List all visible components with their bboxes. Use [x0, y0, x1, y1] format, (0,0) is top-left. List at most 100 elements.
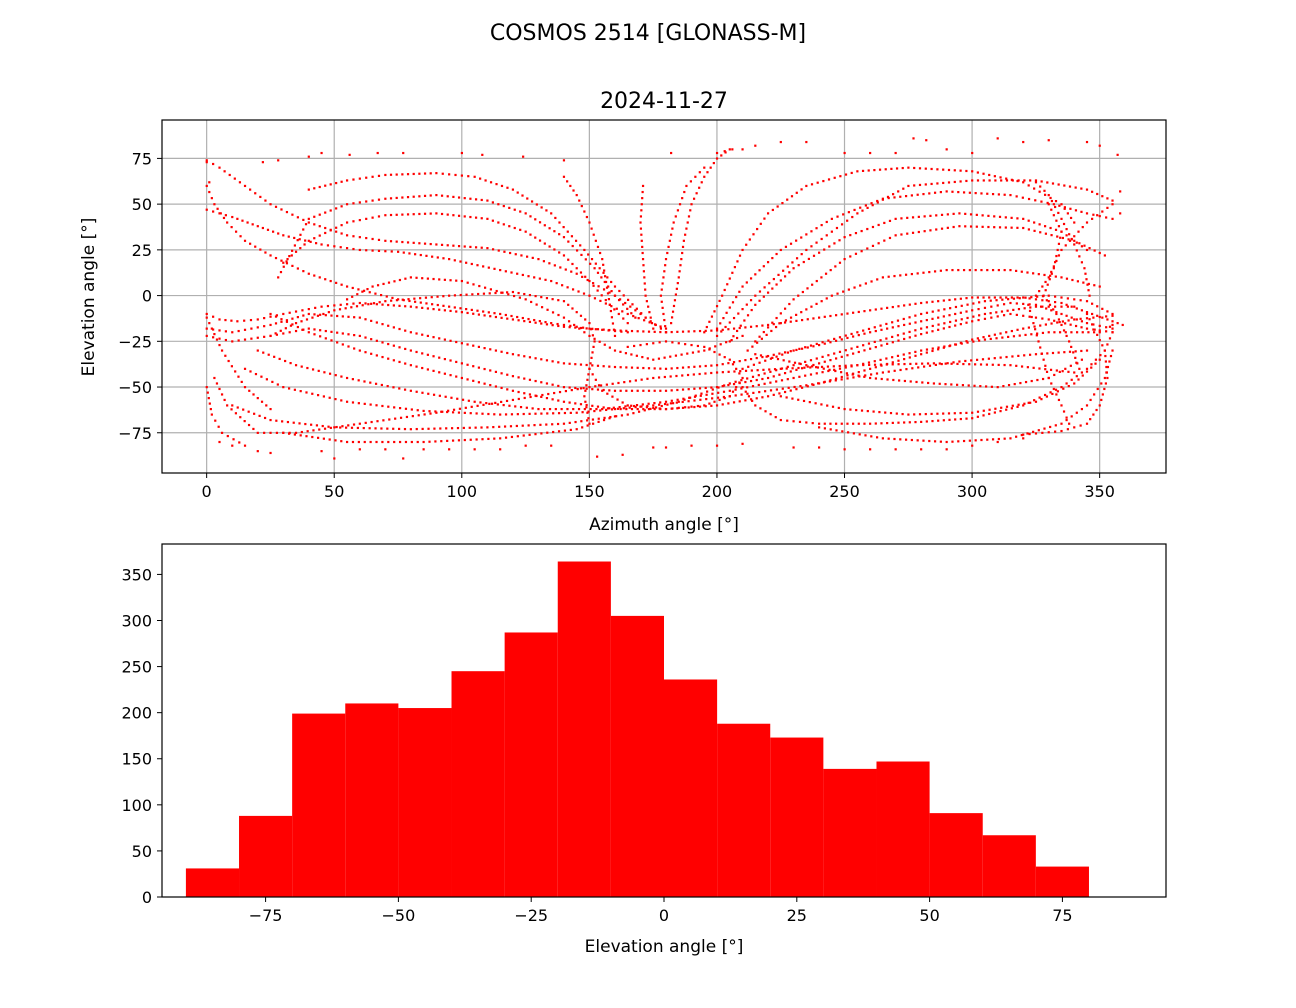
scatter-point: [238, 181, 242, 184]
scatter-point: [1003, 363, 1006, 367]
scatter-point: [436, 256, 439, 259]
scatter-point: [867, 327, 871, 331]
scatter-point: [843, 448, 846, 451]
scatter-point: [591, 334, 594, 337]
scatter-point: [1060, 230, 1063, 233]
scatter-point: [684, 406, 687, 409]
scatter-point: [959, 180, 962, 183]
scatter-point: [652, 327, 655, 330]
scatter-point: [1058, 331, 1062, 334]
scatter-point: [454, 173, 457, 177]
scatter-point: [879, 339, 882, 342]
scatter-point: [415, 332, 418, 335]
scatter-point: [833, 352, 836, 355]
scatter-point: [392, 427, 395, 430]
scatter-point: [1022, 296, 1025, 299]
scatter-point: [324, 314, 327, 317]
scatter-point: [721, 403, 724, 406]
scatter-point: [812, 363, 815, 367]
scatter-point: [305, 391, 308, 394]
scatter-point: [1046, 201, 1049, 205]
scatter-point: [495, 183, 498, 186]
scatter-point: [323, 427, 327, 430]
scatter-point: [499, 437, 502, 440]
scatter-point: [528, 378, 532, 381]
scatter-point: [1012, 297, 1016, 300]
scatter-point: [783, 321, 787, 324]
scatter-point: [698, 372, 701, 376]
scatter-point: [569, 428, 572, 432]
scatter-point: [274, 332, 277, 335]
scatter-point: [1028, 309, 1032, 313]
scatter-point: [562, 175, 566, 178]
scatter-point: [677, 400, 680, 403]
scatter-point: [463, 215, 466, 218]
scatter-point: [792, 298, 795, 301]
scatter-point: [1080, 407, 1084, 411]
scatter-point: [1009, 437, 1012, 440]
scatter-point: [404, 347, 407, 351]
scatter-point: [1005, 179, 1009, 182]
scatter-point: [807, 257, 810, 261]
scatter-point: [988, 179, 991, 182]
scatter-point: [642, 407, 645, 411]
scatter-point: [897, 363, 900, 366]
scatter-point: [916, 439, 919, 442]
scatter-point: [1023, 354, 1026, 357]
scatter-point: [307, 221, 310, 224]
scatter-point: [670, 399, 673, 402]
scatter-point: [606, 392, 609, 395]
scatter-point: [728, 382, 731, 385]
scatter-point: [1103, 254, 1106, 257]
scatter-point: [797, 366, 800, 370]
scatter-point: [774, 416, 777, 419]
scatter-point: [946, 213, 949, 216]
scatter-point: [993, 357, 996, 360]
scatter-point: [723, 397, 726, 400]
scatter-point: [1088, 247, 1091, 250]
scatter-point: [345, 234, 349, 237]
scatter-point: [903, 323, 906, 327]
scatter-point: [920, 420, 923, 423]
scatter-point: [545, 209, 548, 212]
scatter-point: [292, 421, 295, 424]
scatter-point: [210, 327, 213, 330]
scatter-point: [213, 376, 216, 380]
scatter-point: [1034, 181, 1038, 184]
scatter-point: [1038, 396, 1041, 399]
scatter-point: [853, 286, 856, 289]
scatter-point: [508, 225, 511, 228]
scatter-point: [926, 362, 930, 365]
scatter-point: [497, 249, 500, 252]
scatter-point: [717, 386, 720, 389]
scatter-point: [562, 362, 566, 365]
scatter-point: [823, 315, 826, 318]
scatter-point: [718, 398, 721, 402]
scatter-point: [213, 332, 216, 336]
scatter-point: [877, 242, 880, 245]
scatter-point: [213, 203, 216, 206]
scatter-point: [681, 388, 685, 391]
scatter-point: [745, 303, 748, 306]
scatter-point: [1060, 404, 1063, 407]
scatter-point: [551, 383, 554, 386]
scatter-point: [489, 288, 492, 291]
scatter-point: [681, 400, 684, 404]
scatter-point: [806, 365, 809, 368]
scatter-point: [562, 300, 566, 303]
scatter-point: [304, 422, 307, 426]
scatter-point: [583, 331, 586, 334]
scatter-point: [220, 393, 224, 396]
scatter-x-ticks: 0 50 100 150 200 250 300 350: [202, 473, 1115, 501]
scatter-point: [473, 400, 476, 403]
scatter-point: [610, 290, 613, 293]
scatter-point: [661, 282, 664, 285]
scatter-point: [375, 321, 378, 324]
scatter-point: [887, 196, 890, 200]
scatter-point: [647, 330, 651, 333]
scatter-point: [256, 450, 259, 453]
scatter-point: [581, 426, 584, 429]
scatter-point: [1032, 272, 1035, 275]
scatter-point: [928, 439, 931, 443]
